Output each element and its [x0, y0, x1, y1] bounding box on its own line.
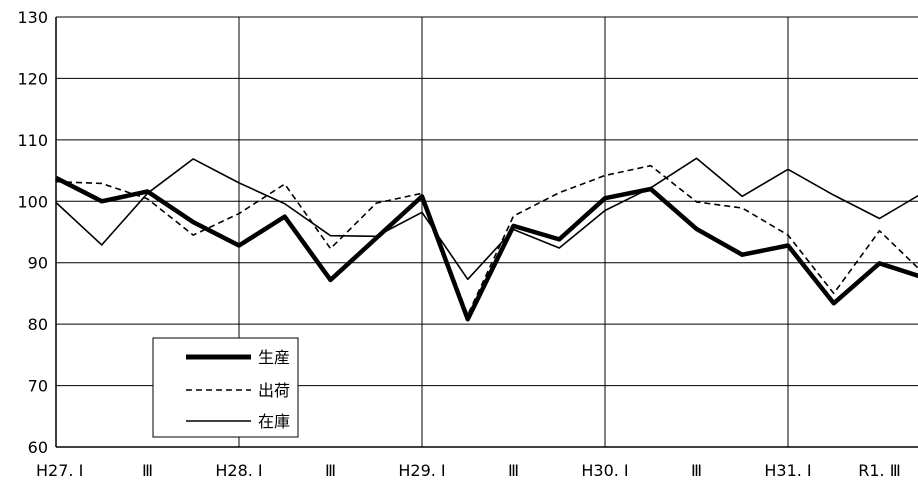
axes — [55, 16, 918, 448]
y-tick-label-60: 60 — [28, 438, 48, 457]
x-tick-label-2: Ⅲ — [142, 461, 153, 480]
series-line-inventory — [55, 157, 918, 281]
x-tick-label-6: Ⅲ — [325, 461, 336, 480]
x-tick-label-18: R1. Ⅲ — [858, 461, 901, 480]
y-tick-label-130: 130 — [17, 8, 48, 27]
series-line-shipment — [55, 164, 918, 316]
y-tick-label-100: 100 — [17, 192, 48, 211]
series-line-production — [54, 175, 918, 322]
y-tick-label-80: 80 — [28, 315, 48, 334]
y-tick-label-90: 90 — [28, 254, 48, 273]
x-tick-label-12: H30. Ⅰ — [581, 461, 628, 480]
legend-label-production: 生産 — [258, 348, 290, 367]
x-tick-label-0: H27. Ⅰ — [36, 461, 83, 480]
tick-labels: 60 70 80 90 100 110 120 130 H27. Ⅰ Ⅲ H28. Ⅰ Ⅲ H29. Ⅰ… — [17, 8, 900, 480]
x-tick-label-10: Ⅲ — [508, 461, 519, 480]
y-tick-label-70: 70 — [28, 377, 48, 396]
x-tick-label-14: Ⅲ — [691, 461, 702, 480]
series-lines — [54, 157, 918, 322]
x-tick-label-4: H28. Ⅰ — [215, 461, 262, 480]
y-tick-label-120: 120 — [17, 69, 48, 88]
x-tick-label-16: H31. Ⅰ — [764, 461, 811, 480]
legend: 生産 出荷 在庫 — [152, 337, 299, 438]
legend-label-inventory: 在庫 — [258, 412, 290, 431]
legend-label-shipment: 出荷 — [258, 381, 290, 400]
y-tick-label-110: 110 — [17, 131, 48, 150]
x-tick-label-8: H29. Ⅰ — [398, 461, 445, 480]
